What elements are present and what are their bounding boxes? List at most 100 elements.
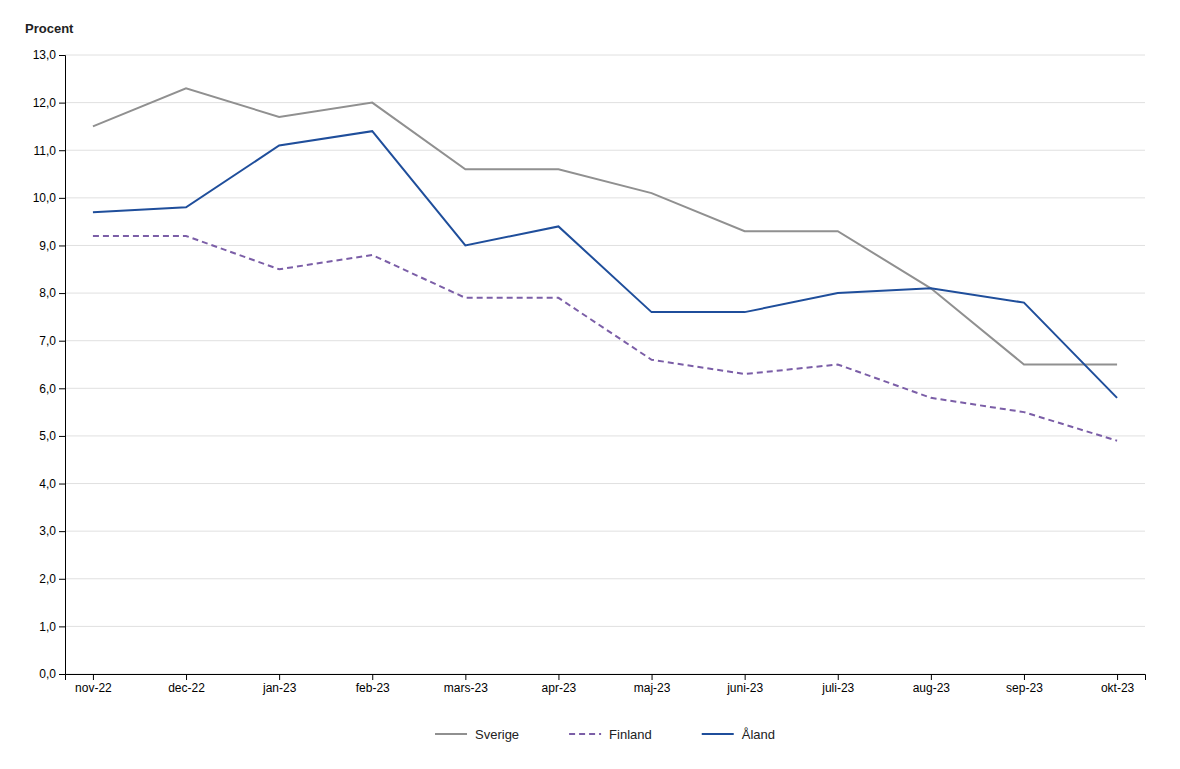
y-tick-label: 2,0 — [39, 572, 56, 586]
x-tick: okt-23 — [1101, 674, 1135, 695]
grid-line — [65, 197, 1145, 198]
grid-line — [65, 102, 1145, 103]
y-tick-label: 5,0 — [39, 429, 56, 443]
legend-item: Sverige — [435, 727, 519, 742]
y-tick: 4,0 — [39, 477, 65, 491]
x-tick-label: dec-22 — [168, 681, 205, 695]
y-tick-mark — [59, 198, 65, 199]
x-tick: maj-23 — [634, 674, 671, 695]
x-tick: jan-23 — [262, 674, 297, 695]
y-axis: 0,0 1,0 2,0 3,0 4,0 5,0 6,0 7,0 8,0 9,0 10,0 11,0 12… — [33, 48, 66, 681]
x-tick: dec-22 — [168, 674, 205, 695]
y-tick-label: 13,0 — [33, 48, 57, 62]
lines — [93, 88, 1117, 440]
series-line — [93, 88, 1117, 364]
y-tick: 12,0 — [33, 96, 65, 110]
y-tick-mark — [59, 436, 65, 437]
y-tick-mark — [59, 626, 65, 627]
y-tick-label: 6,0 — [39, 382, 56, 396]
y-tick-mark — [59, 531, 65, 532]
y-tick-mark — [59, 150, 65, 151]
x-tick-label: apr-23 — [542, 681, 577, 695]
y-tick-label: 4,0 — [39, 477, 56, 491]
x-tick-label: sep-23 — [1006, 681, 1043, 695]
x-axis-line — [66, 675, 1146, 681]
legend-item: Åland — [702, 727, 775, 742]
y-tick: 0,0 — [39, 667, 65, 681]
y-tick: 5,0 — [39, 429, 65, 443]
x-tick-mark — [745, 674, 746, 680]
x-tick-mark — [558, 674, 559, 680]
x-tick-label: aug-23 — [913, 681, 951, 695]
y-tick-mark — [59, 103, 65, 104]
y-tick-mark — [59, 245, 65, 246]
series-line — [93, 236, 1117, 441]
x-tick-label: okt-23 — [1101, 681, 1135, 695]
x-tick-mark — [93, 674, 94, 680]
plot-area: 0,0 1,0 2,0 3,0 4,0 5,0 6,0 7,0 8,0 9,0 10,0 11,0 12… — [33, 48, 1146, 694]
y-tick-label: 8,0 — [39, 286, 56, 300]
x-tick: juli-23 — [821, 674, 854, 695]
x-tick-mark — [186, 674, 187, 680]
grid-line — [65, 578, 1145, 579]
grid — [65, 55, 1145, 674]
x-tick-label: jan-23 — [262, 681, 297, 695]
y-axis-title: Procent — [25, 21, 74, 36]
x-tick: feb-23 — [356, 674, 390, 695]
y-tick-label: 3,0 — [39, 524, 56, 538]
grid-line — [65, 626, 1145, 627]
y-tick-label: 0,0 — [39, 667, 56, 681]
x-tick-mark — [279, 674, 280, 680]
x-tick-mark — [652, 674, 653, 680]
legend-label: Finland — [609, 727, 652, 742]
y-tick: 6,0 — [39, 382, 65, 396]
chart: 0,0 1,0 2,0 3,0 4,0 5,0 6,0 7,0 8,0 9,0 10,0 11,0 12… — [0, 0, 1180, 769]
x-tick: apr-23 — [542, 674, 577, 695]
y-tick-label: 7,0 — [39, 334, 56, 348]
y-tick-mark — [59, 55, 65, 56]
y-tick: 2,0 — [39, 572, 65, 586]
x-tick-label: mars-23 — [444, 681, 488, 695]
legend-swatch — [435, 733, 467, 735]
y-tick: 10,0 — [33, 191, 65, 205]
y-tick: 11,0 — [34, 144, 65, 158]
x-tick: sep-23 — [1006, 674, 1043, 695]
y-tick-label: 12,0 — [33, 96, 57, 110]
x-tick-label: maj-23 — [634, 681, 671, 695]
legend-swatch — [702, 733, 734, 735]
legend-swatch — [569, 733, 601, 735]
series-line — [93, 131, 1117, 398]
legend: Sverige Finland Åland — [435, 727, 775, 742]
y-tick-mark — [59, 341, 65, 342]
y-tick: 13,0 — [33, 48, 65, 62]
x-tick: nov-22 — [75, 674, 112, 695]
y-tick: 7,0 — [39, 334, 65, 348]
x-tick-mark — [372, 674, 373, 680]
x-tick: aug-23 — [913, 674, 951, 695]
x-tick-label: feb-23 — [356, 681, 390, 695]
y-tick-mark — [59, 674, 65, 675]
y-tick: 1,0 — [39, 620, 65, 634]
grid-line — [65, 293, 1145, 294]
x-tick-label: juli-23 — [821, 681, 854, 695]
y-tick: 9,0 — [39, 239, 65, 253]
legend-label: Åland — [742, 727, 775, 742]
grid-line — [65, 150, 1145, 151]
y-tick: 3,0 — [39, 524, 65, 538]
grid-line — [65, 55, 1145, 56]
x-tick-mark — [838, 674, 839, 680]
x-axis: nov-22 dec-22 jan-23 feb-23 mars-23 apr-23 maj… — [66, 674, 1146, 695]
y-tick-label: 9,0 — [39, 239, 56, 253]
y-tick-mark — [59, 293, 65, 294]
y-tick-label: 11,0 — [34, 144, 57, 158]
x-tick: mars-23 — [444, 674, 488, 695]
grid-line — [65, 483, 1145, 484]
x-tick-label: juni-23 — [726, 681, 763, 695]
legend-label: Sverige — [475, 727, 519, 742]
x-tick: juni-23 — [726, 674, 763, 695]
x-tick-mark — [465, 674, 466, 680]
x-tick-mark — [931, 674, 932, 680]
y-tick-label: 1,0 — [39, 620, 56, 634]
y-tick-mark — [59, 388, 65, 389]
grid-line — [65, 340, 1145, 341]
